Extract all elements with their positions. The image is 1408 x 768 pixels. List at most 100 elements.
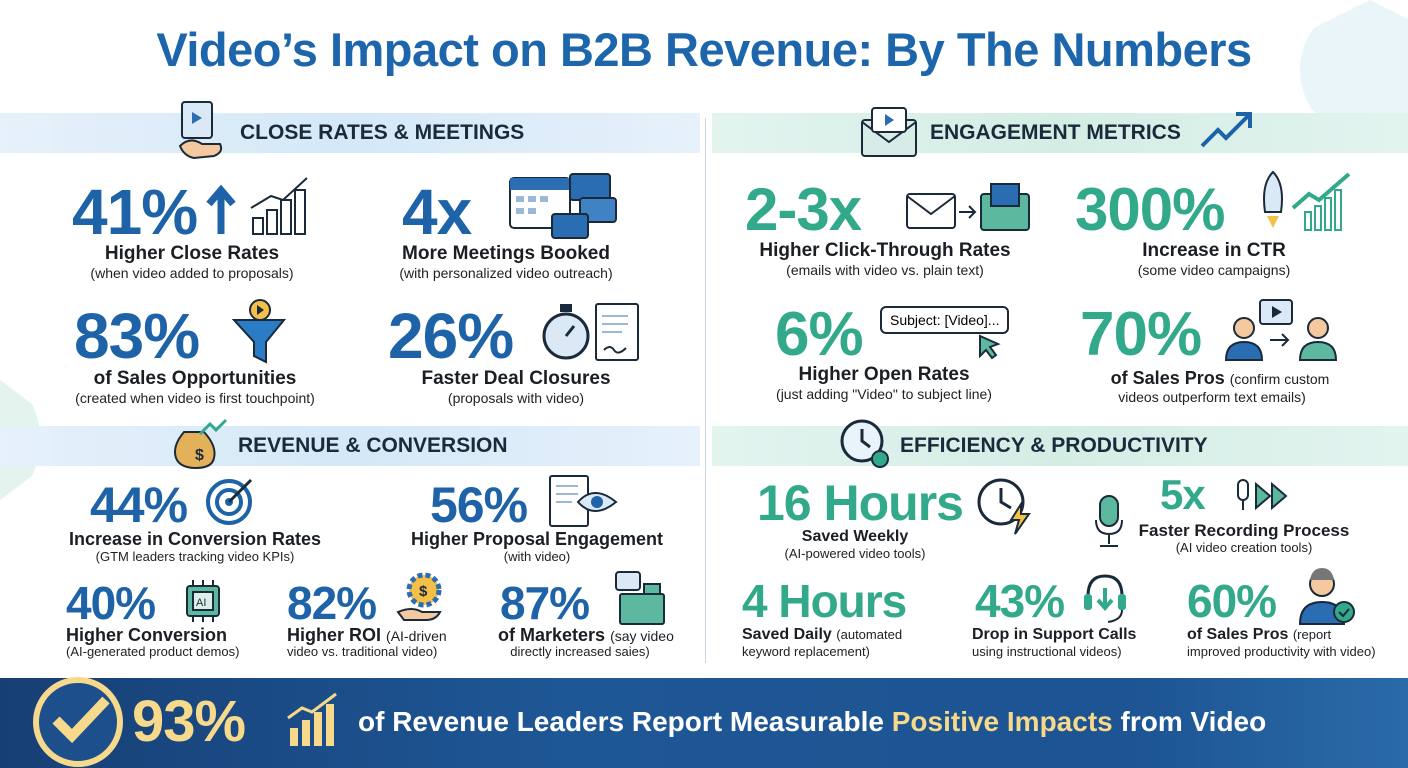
stat-note-support-calls: using instructional videos) (972, 644, 1122, 659)
stat-label-opportunities: of Sales Opportunities (93, 368, 297, 389)
stat-value-saved-daily: 4 Hours (742, 575, 907, 627)
microphone-fast-forward-icon (1234, 476, 1294, 516)
stat-label-productivity-text: of Sales Pros (1187, 626, 1289, 643)
stat-note-open-rates: (just adding "Video" to subject line) (776, 386, 992, 402)
arrow-up-bar-chart-icon (205, 172, 320, 238)
stat-value-meetings: 4x (402, 176, 472, 248)
banner-value: 93% (132, 689, 246, 754)
stat-label-roi: Higher ROI (AI-driven (287, 625, 447, 646)
stat-value-opportunities: 83% (74, 300, 200, 372)
stat-note-higher-conversion: (AI-generated product demos) (66, 644, 240, 659)
cursor-icon (970, 330, 1006, 362)
stat-note-opportunities: (created when video is first touchpoint) (75, 390, 315, 406)
stat-value-higher-conversion: 40% (66, 577, 156, 629)
cash-register-icon (612, 570, 668, 628)
stat-note-sales-pros-custom-inline: (confirm custom (1229, 371, 1330, 387)
stat-label-saved-weekly: Saved Weekly (801, 528, 909, 545)
money-bag-icon: $ (170, 418, 230, 470)
people-video-icon (1224, 298, 1344, 362)
svg-text:$: $ (195, 447, 204, 464)
stat-note-deal-closures: (proposals with video) (447, 390, 585, 406)
banner-highlight: Positive Impacts (891, 706, 1113, 737)
stat-note-saved-daily: keyword replacement) (742, 644, 870, 659)
stat-label-open-rates: Higher Open Rates (798, 364, 970, 385)
calendar-video-icon (508, 172, 620, 240)
section-band-efficiency (712, 426, 1408, 466)
stat-label-close-rates: Higher Close Rates (104, 243, 280, 264)
stat-note-proposal-engagement: (with video) (503, 549, 571, 564)
headset-download-icon (1082, 570, 1128, 626)
stat-value-deal-closures: 26% (388, 300, 514, 372)
divider (705, 118, 706, 663)
stat-label-support-calls: Drop in Support Calls (972, 626, 1137, 643)
section-title-efficiency: EFFICIENCY & PRODUCTIVITY (900, 434, 1208, 457)
stat-note-sales-pros-custom: videos outperform text emails) (1118, 389, 1306, 405)
stat-note-meetings: (with personalized video outreach) (399, 265, 613, 281)
stat-value-sales-pros-custom: 70% (1080, 300, 1202, 369)
stat-note-productivity-inline: (report (1292, 627, 1332, 642)
stat-label-recording: Faster Recording Process (1138, 521, 1350, 540)
stat-value-marketers: 87% (500, 577, 590, 629)
clock-gear-icon (838, 417, 892, 471)
stat-value-support-calls: 43% (975, 575, 1065, 627)
svg-text:$: $ (419, 583, 428, 600)
stat-label-ctr-multiple: Higher Click-Through Rates (759, 240, 1011, 261)
section-title-close: CLOSE RATES & MEETINGS (240, 121, 525, 144)
stat-value-close-rates: 41% (72, 176, 198, 248)
funnel-play-icon (230, 296, 290, 366)
banner-text: of Revenue Leaders Report Measurable Pos… (358, 706, 1266, 738)
stat-value-ctr-increase: 300% (1075, 176, 1225, 243)
stat-label-sales-pros-custom: of Sales Pros (confirm custom (1111, 368, 1330, 389)
section-title-revenue: REVENUE & CONVERSION (238, 434, 508, 457)
rocket-growth-icon (1255, 168, 1355, 234)
banner-text-a: of Revenue Leaders Report Measurable (358, 706, 892, 737)
svg-text:AI: AI (196, 597, 206, 609)
stat-label-roi-text: Higher ROI (287, 625, 382, 645)
stat-label-proposal-engagement: Higher Proposal Engagement (410, 529, 664, 549)
clock-lightning-icon (975, 474, 1037, 536)
stat-note-roi-inline: (AI-driven (386, 628, 447, 644)
stat-value-saved-weekly: 16 Hours (757, 475, 964, 531)
stat-label-marketers: of Marketers (say video (498, 625, 674, 646)
stat-label-saved-daily: Saved Daily (automated (742, 626, 902, 644)
section-title-engagement: ENGAGEMENT METRICS (930, 121, 1181, 144)
checkmark-circle-icon (28, 670, 128, 768)
stat-note-saved-daily-inline: (automated (836, 627, 903, 642)
stat-note-marketers: directly increased saies) (510, 644, 650, 659)
stat-note-roi: video vs. traditional video) (287, 644, 438, 659)
stat-value-recording: 5x (1160, 471, 1206, 518)
stat-note-saved-weekly: (AI-powered video tools) (784, 546, 926, 561)
stat-label-productivity: of Sales Pros (report (1187, 626, 1331, 644)
stat-label-saved-daily-text: Saved Daily (742, 626, 832, 643)
bottom-banner (0, 678, 1408, 768)
handshake-document-icon (176, 100, 226, 162)
stat-value-proposal-engagement: 56% (430, 477, 528, 533)
stat-value-productivity: 60% (1187, 575, 1277, 627)
section-band-close (0, 113, 700, 153)
microphone-icon (1092, 494, 1126, 550)
document-eye-icon (548, 474, 620, 528)
envelope-video-icon (860, 106, 918, 158)
stat-value-conversion-rates: 44% (90, 477, 188, 533)
stat-label-higher-conversion: Higher Conversion (66, 625, 228, 645)
stat-note-ctr-multiple: (emails with video vs. plain text) (786, 262, 984, 278)
bar-chart-growth-icon (286, 692, 344, 748)
stat-label-marketers-text: of Marketers (498, 625, 606, 645)
stat-value-roi: 82% (287, 577, 377, 629)
stopwatch-contract-icon (540, 300, 650, 364)
section-band-engagement (712, 113, 1408, 153)
stat-label-sales-pros-custom-text: of Sales Pros (1110, 368, 1225, 388)
page-title: Video’s Impact on B2B Revenue: By The Nu… (156, 23, 1252, 76)
gear-dollar-hand-icon: $ (396, 572, 446, 622)
trend-arrow-icon (1198, 110, 1254, 150)
stat-note-productivity: improved productivity with video) (1187, 644, 1376, 659)
stat-label-ctr-increase: Increase in CTR (1142, 240, 1286, 261)
ai-chip-icon: AI (183, 578, 223, 624)
subject-line-box: Subject: [Video]... (880, 306, 1010, 334)
target-icon (205, 476, 257, 526)
stat-label-conversion-rates: Increase in Conversion Rates (68, 529, 322, 549)
stat-note-conversion-rates: (GTM leaders tracking video KPIs) (95, 549, 295, 564)
stat-value-open-rates: 6% (775, 300, 864, 369)
email-to-video-email-icon (905, 180, 1033, 236)
stat-note-marketers-inline: (say video (610, 628, 674, 644)
